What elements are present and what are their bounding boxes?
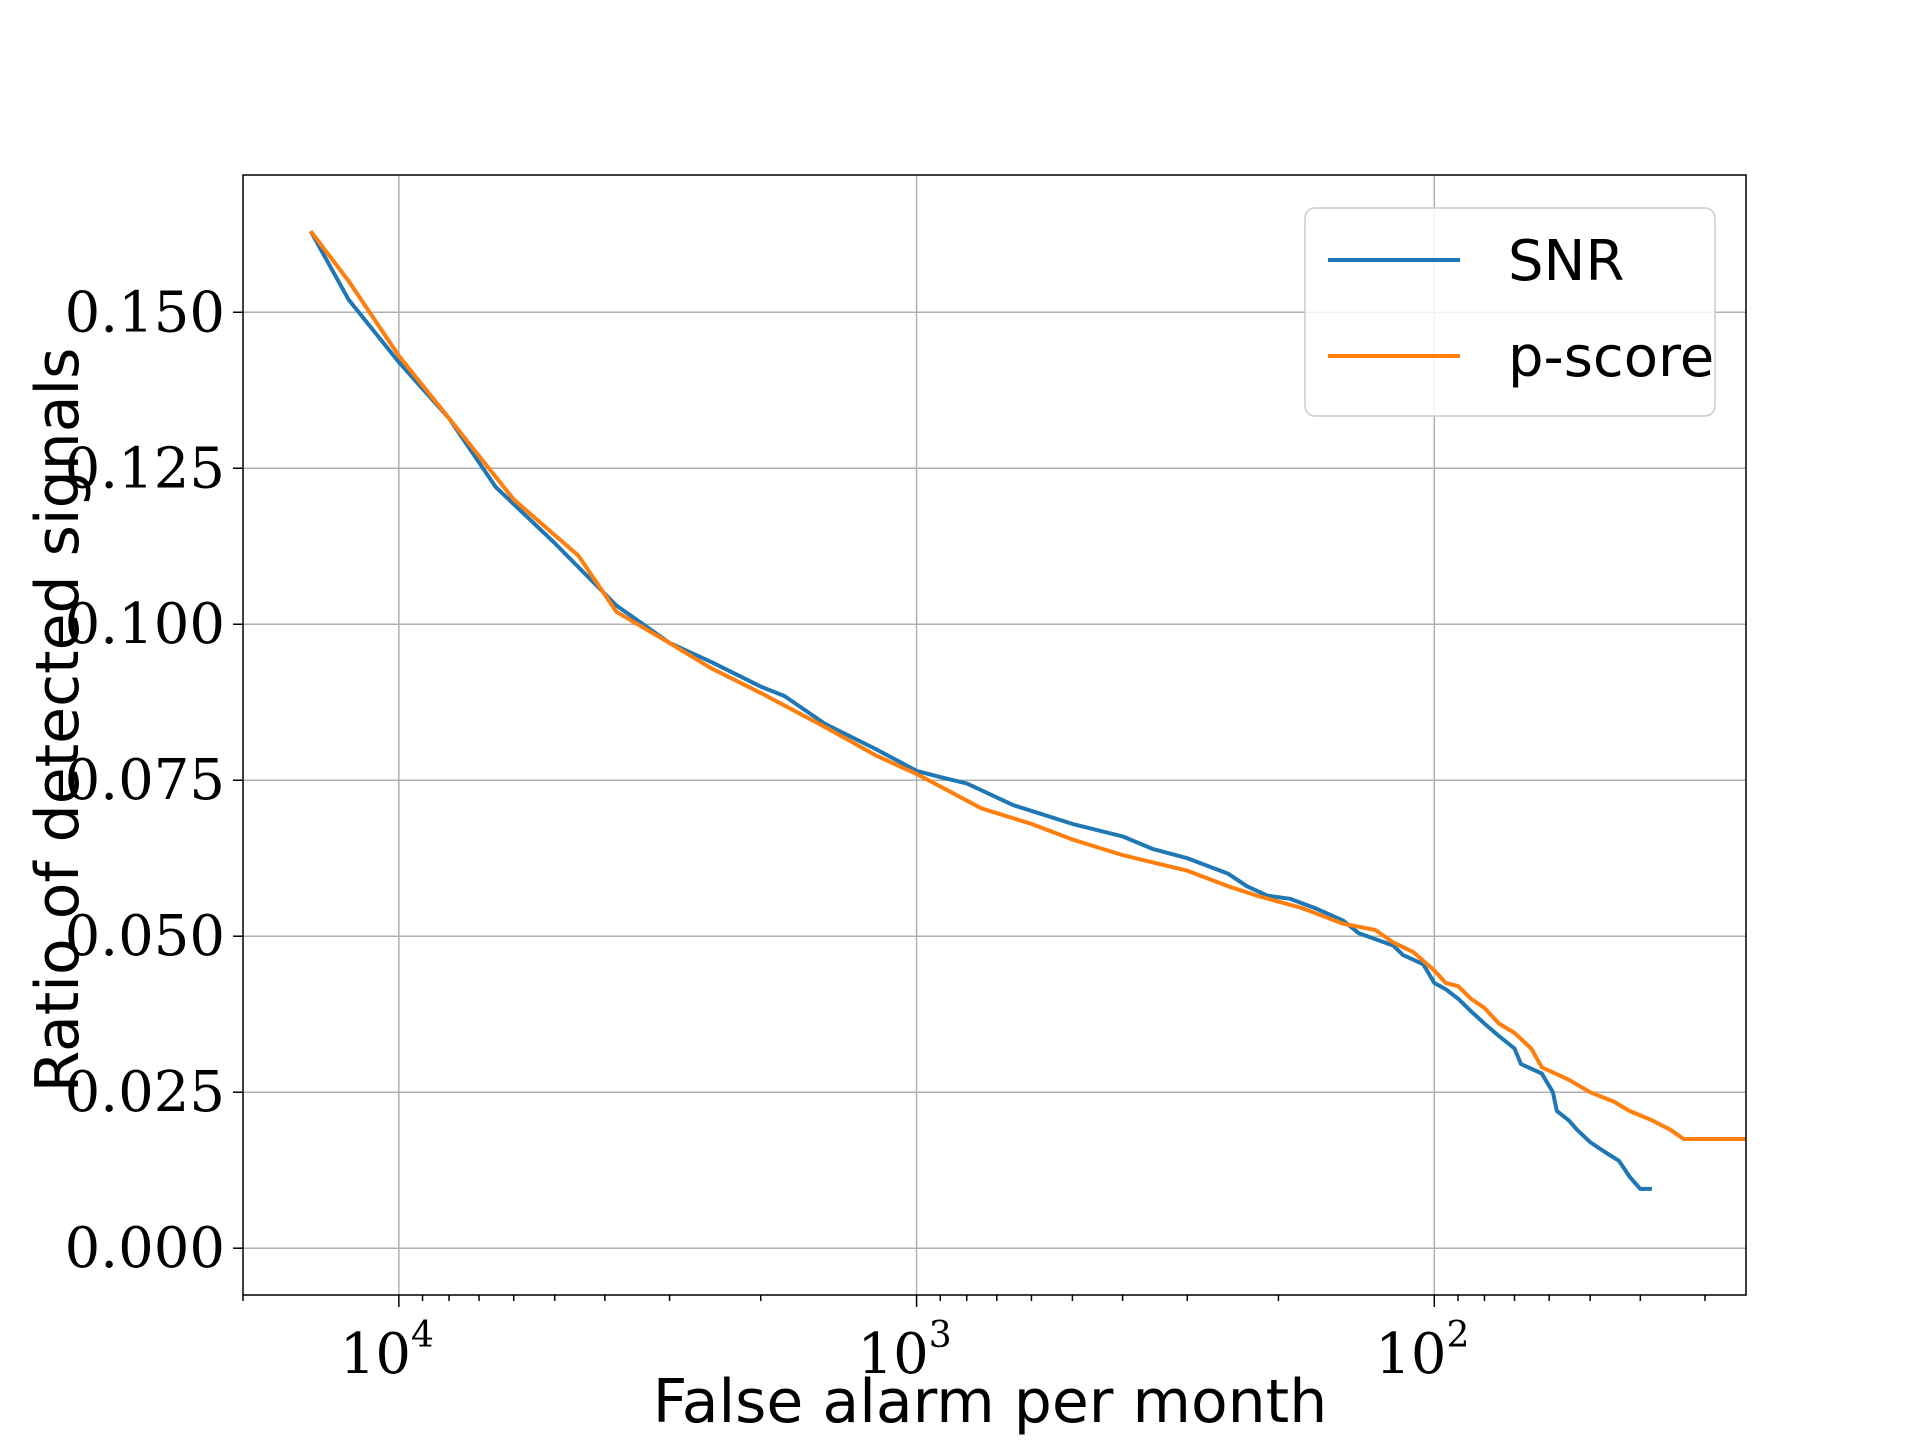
grid-layer [243,175,1746,1295]
y-axis-label: Ratio of detected signals [23,348,93,1093]
plot-frame [242,174,1747,1296]
y-tick-label: 0.050 [65,904,225,969]
y-tick-label: 0.125 [65,436,225,501]
series-layer [308,229,1746,1191]
y-tick-label: 0.150 [65,280,225,345]
y-tick-label: 0.100 [65,592,225,657]
x-tick-label: 104 [340,1315,434,1387]
x-axis-label: False alarm per month [653,1367,1328,1437]
legend: SNR p-score [1304,207,1716,417]
x-tick-label: 102 [1375,1315,1469,1387]
series-line-snr [308,230,1652,1191]
tick-layer: 0.000 0.025 0.050 0.075 0.100 0.125 0.150 104 10… [65,280,1706,1387]
y-tick-label: 0.000 [65,1216,225,1281]
legend-label-p-score: p-score [1508,325,1714,390]
series-line-p-score [309,229,1746,1141]
y-tick-label: 0.075 [65,748,225,813]
y-tick-label: 0.025 [65,1060,225,1125]
x-tick-label: 103 [857,1315,951,1387]
legend-label-snr: SNR [1508,229,1624,294]
